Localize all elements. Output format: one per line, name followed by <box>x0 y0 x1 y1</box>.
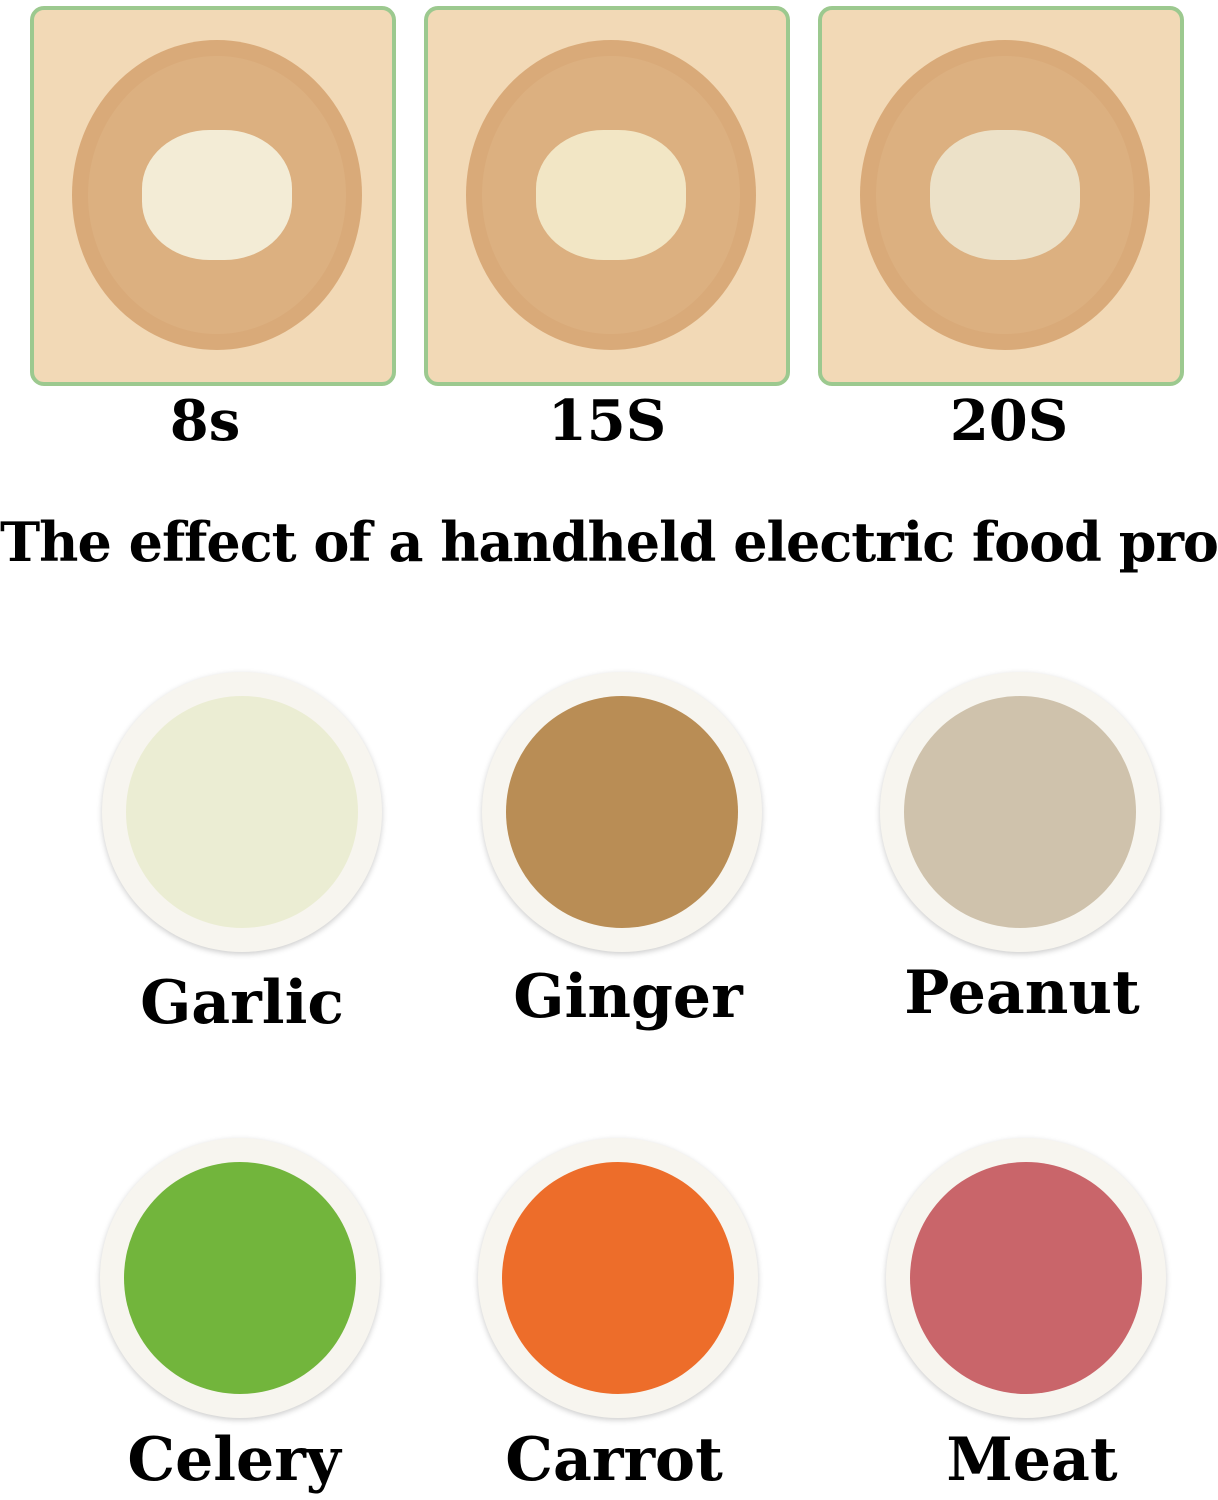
bowl <box>886 1138 1166 1418</box>
food-label: Ginger <box>513 962 743 1032</box>
timing-label: 20S <box>949 388 1069 454</box>
food-label: Garlic <box>140 968 344 1038</box>
food-label: Meat <box>946 1425 1118 1495</box>
plate-photo <box>818 6 1184 386</box>
food-label: Celery <box>127 1425 341 1495</box>
plate-photo <box>424 6 790 386</box>
food-label: Carrot <box>505 1425 723 1495</box>
bowl <box>478 1138 758 1418</box>
timing-label: 8s <box>169 388 241 454</box>
bowl <box>880 672 1160 952</box>
timing-label: 15S <box>547 388 667 454</box>
food-label: Peanut <box>904 958 1140 1028</box>
title: The effect of a handheld electric food p… <box>0 510 1218 574</box>
bowl <box>100 1138 380 1418</box>
plate-photo <box>30 6 396 386</box>
bowl <box>102 672 382 952</box>
bowl <box>482 672 762 952</box>
